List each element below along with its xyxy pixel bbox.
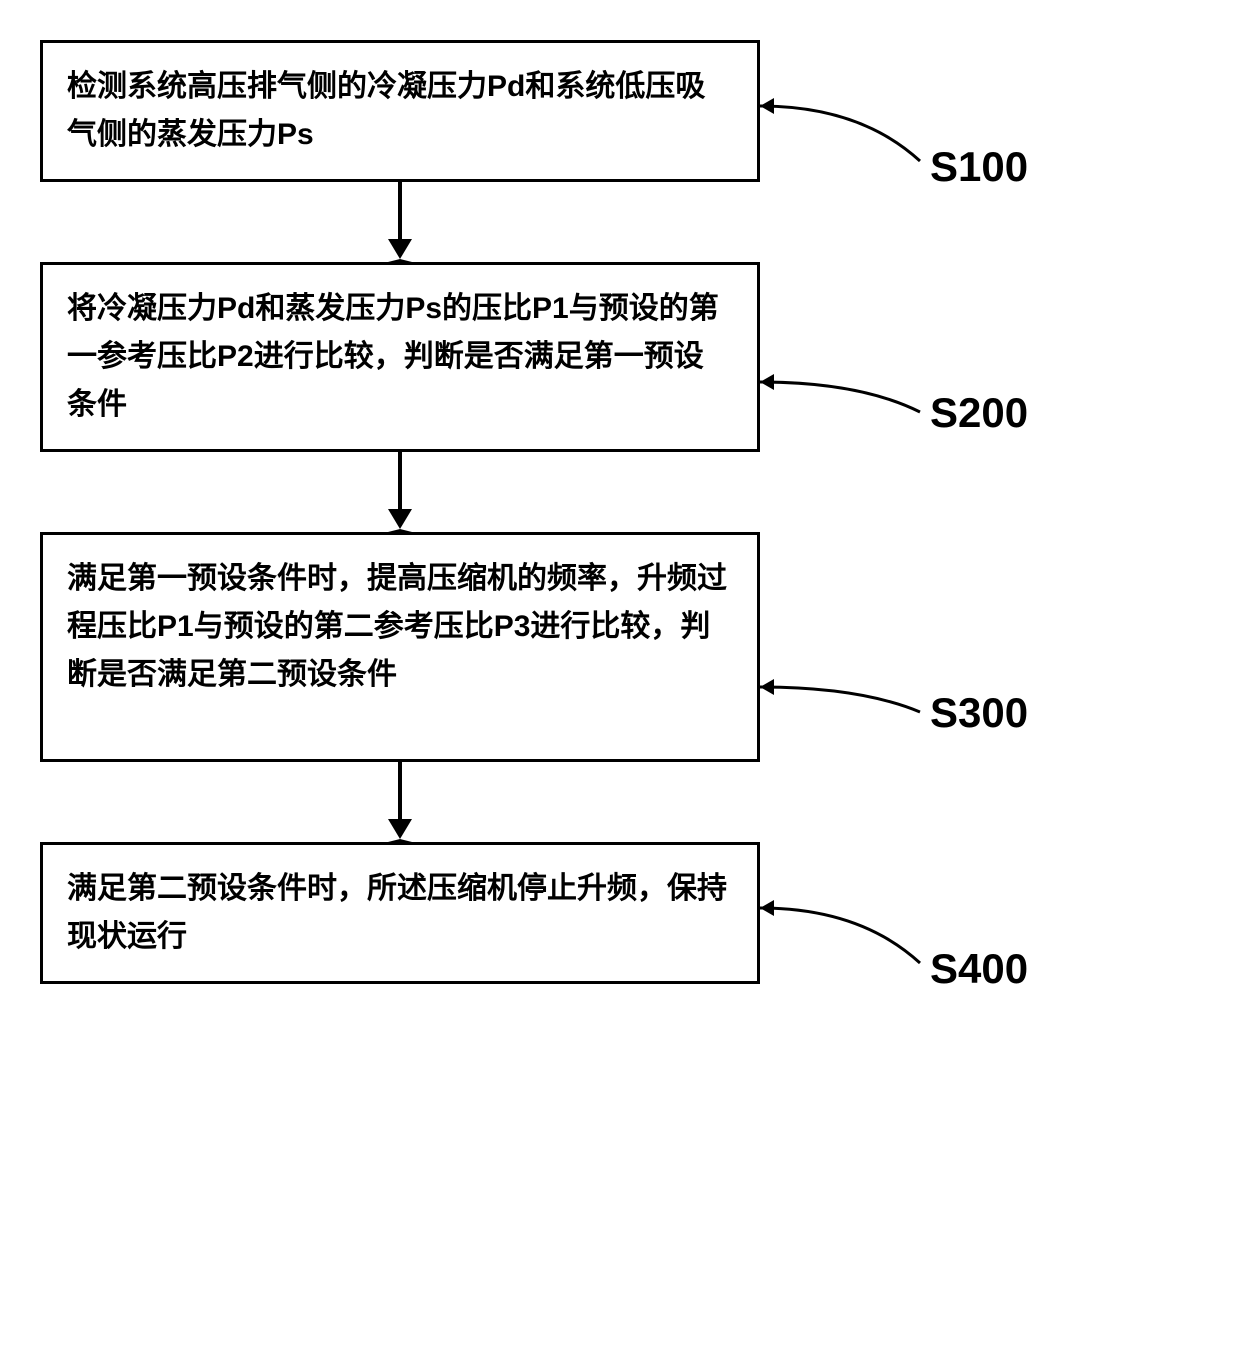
arrow-3	[40, 762, 760, 842]
arrow-1	[40, 182, 760, 262]
step-label-1: S100	[930, 143, 1028, 191]
step-label-3: S300	[930, 689, 1028, 737]
step-box-3: 满足第一预设条件时，提高压缩机的频率，升频过程压比P1与预设的第二参考压比P3进…	[40, 532, 760, 762]
flowchart-container: 检测系统高压排气侧的冷凝压力Pd和系统低压吸气侧的蒸发压力Ps S100 将冷凝…	[40, 40, 1200, 984]
step-label-4: S400	[930, 945, 1028, 993]
step-box-2: 将冷凝压力Pd和蒸发压力Ps的压比P1与预设的第一参考压比P2进行比较，判断是否…	[40, 262, 760, 452]
step-row-2: 将冷凝压力Pd和蒸发压力Ps的压比P1与预设的第一参考压比P2进行比较，判断是否…	[40, 262, 1200, 452]
label-connector-3: S300	[760, 577, 1028, 717]
label-connector-4: S400	[760, 853, 1028, 973]
step-row-4: 满足第二预设条件时，所述压缩机停止升频，保持现状运行 S400	[40, 842, 1200, 984]
step-row-1: 检测系统高压排气侧的冷凝压力Pd和系统低压吸气侧的蒸发压力Ps S100	[40, 40, 1200, 182]
step-label-2: S200	[930, 389, 1028, 437]
step-row-3: 满足第一预设条件时，提高压缩机的频率，升频过程压比P1与预设的第二参考压比P3进…	[40, 532, 1200, 762]
step-box-1: 检测系统高压排气侧的冷凝压力Pd和系统低压吸气侧的蒸发压力Ps	[40, 40, 760, 182]
step-box-4: 满足第二预设条件时，所述压缩机停止升频，保持现状运行	[40, 842, 760, 984]
label-connector-1: S100	[760, 51, 1028, 171]
arrow-2	[40, 452, 760, 532]
label-connector-2: S200	[760, 297, 1028, 417]
